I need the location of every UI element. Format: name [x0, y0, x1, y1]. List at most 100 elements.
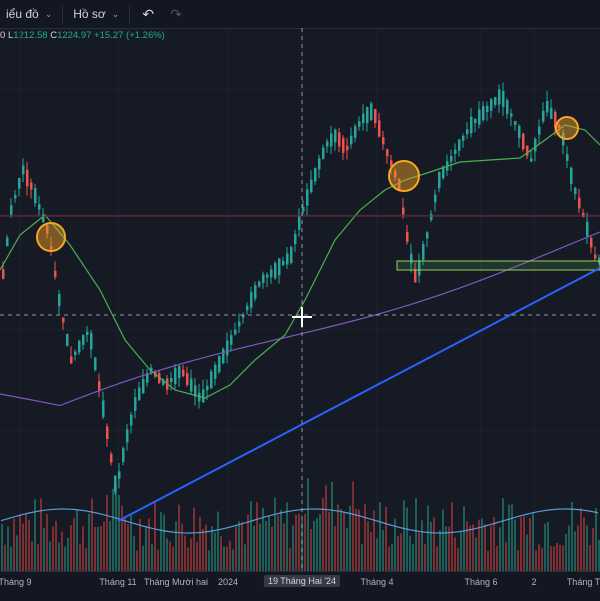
candle-body — [350, 135, 353, 145]
volume-bar — [598, 539, 600, 571]
candle-body — [378, 120, 381, 137]
candle-body — [370, 103, 373, 120]
volume-bar — [505, 541, 507, 571]
volume-bar — [286, 502, 288, 571]
volume-bar — [124, 518, 126, 571]
volume-bar — [172, 546, 174, 571]
volume-bar — [460, 531, 462, 571]
candle-body — [214, 364, 217, 380]
candle-body — [570, 167, 573, 185]
volume-bar — [247, 514, 249, 571]
time-tick: Tháng Mười hai — [144, 577, 208, 587]
volume-bar — [532, 513, 534, 571]
price-chart[interactable] — [0, 0, 600, 571]
volume-bar — [82, 526, 84, 571]
volume-bar — [76, 509, 78, 571]
volume-bar — [265, 521, 267, 571]
volume-bar — [79, 543, 81, 571]
volume-bar — [310, 529, 312, 571]
volume-bar — [421, 520, 423, 571]
time-axis[interactable]: Tháng 9 Tháng 11 Tháng Mười hai 2024 19 … — [0, 571, 600, 601]
candle-body — [162, 379, 165, 385]
candle-body — [582, 212, 585, 218]
candle-body — [438, 171, 441, 189]
candle-body — [2, 269, 5, 279]
candle-body — [114, 475, 117, 492]
candle-body — [486, 105, 489, 113]
volume-bar — [493, 516, 495, 571]
profile-menu[interactable]: Hồ sơ ⌄ — [67, 0, 125, 28]
candle-body — [10, 205, 13, 215]
volume-bar — [208, 550, 210, 571]
candle-body — [342, 138, 345, 153]
volume-bar — [568, 525, 570, 571]
time-tick: 2024 — [217, 577, 239, 587]
candle-body — [546, 101, 549, 113]
volume-bar — [592, 527, 594, 571]
candle-body — [146, 373, 149, 383]
volume-ma-line — [0, 508, 599, 534]
volume-bar — [589, 545, 591, 571]
volume-bar — [199, 516, 201, 571]
volume-bar — [127, 524, 129, 571]
candle-body — [86, 331, 89, 336]
candle-body — [274, 263, 277, 279]
volume-bar — [205, 524, 207, 571]
candle-body — [346, 145, 349, 151]
candle-body — [390, 160, 393, 167]
support-zone-rect — [396, 260, 600, 271]
volume-bar — [337, 504, 339, 571]
volume-bar — [313, 520, 315, 571]
candle-body — [542, 110, 545, 122]
candle-body — [314, 167, 317, 182]
volume-bar — [97, 526, 99, 571]
redo-icon[interactable]: ↷ — [170, 5, 182, 22]
volume-bar — [562, 545, 564, 571]
candle-body — [330, 133, 333, 147]
volume-bar — [457, 548, 459, 571]
volume-bar — [52, 526, 54, 571]
volume-bar — [148, 518, 150, 571]
volume-bar — [154, 501, 156, 571]
ohlc-change: +15.27 (+1.26%) — [94, 30, 165, 41]
volume-bar — [298, 513, 300, 571]
volume-bar — [94, 526, 96, 571]
candle-body — [466, 129, 469, 134]
volume-bar — [559, 544, 561, 571]
volume-bar — [319, 514, 321, 571]
toolbar-divider — [62, 5, 64, 23]
volume-bar — [109, 521, 111, 571]
volume-bar — [502, 498, 504, 571]
candle-body — [302, 206, 305, 212]
candle-body — [426, 232, 429, 239]
candle-body — [250, 292, 253, 308]
candle-body — [126, 429, 129, 443]
candle-body — [450, 156, 453, 162]
volume-bar — [331, 481, 333, 571]
candle-body — [434, 194, 437, 203]
time-tick: Tháng 11 — [99, 577, 137, 587]
candle-body — [70, 356, 73, 364]
volume-bar — [13, 518, 15, 571]
volume-bar — [430, 521, 432, 571]
volume-bar — [454, 537, 456, 571]
volume-bar — [160, 512, 162, 571]
volume-bar — [553, 546, 555, 571]
candle-body — [38, 204, 41, 210]
volume-bar — [214, 532, 216, 571]
candle-body — [298, 216, 301, 230]
chart-menu[interactable]: iểu đồ ⌄ — [0, 0, 58, 28]
volume-bar — [121, 505, 123, 571]
undo-icon[interactable]: ↶ — [142, 5, 155, 22]
volume-bar — [157, 549, 159, 571]
profile-menu-label: Hồ sơ — [73, 7, 106, 21]
volume-bar — [472, 524, 474, 571]
volume-bar — [487, 550, 489, 571]
volume-bar — [376, 538, 378, 571]
candle-body — [270, 269, 273, 278]
volume-bar — [433, 517, 435, 571]
volume-bar — [25, 514, 27, 571]
candle-body — [374, 109, 377, 124]
volume-bar — [535, 550, 537, 571]
volume-bar — [184, 535, 186, 571]
